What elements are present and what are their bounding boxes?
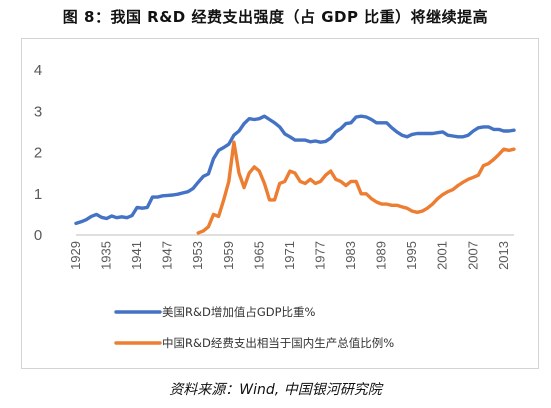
x-tick-label: 1965 [251,241,266,270]
x-tick-label: 2007 [465,241,480,270]
x-tick-label: 1971 [282,241,297,270]
x-tick-label: 1995 [404,241,419,270]
y-tick-label: 4 [34,62,42,79]
x-tick-label: 1953 [190,241,205,270]
y-tick-label: 0 [34,227,42,244]
series-line-us [74,114,516,226]
series-line-china [196,140,516,235]
x-tick-label: 1983 [343,241,358,270]
x-axis-ticks: 1929 1935 1941 1947 1953 1959 1965 1971 1977 1983… [68,241,511,270]
x-tick-label: 1989 [374,241,389,270]
chart-title: 图 8：我国 R&D 经费支出强度（占 GDP 比重）将继续提高 [62,8,489,26]
legend: 美国R&D增加值占GDP比重% 中国R&D经费支出相当于国内生产总值比例% [114,305,394,350]
x-tick-label: 1929 [68,241,83,270]
source-note: 资料来源：Wind, 中国银河研究院 [169,382,382,398]
legend-label: 中国R&D经费支出相当于国内生产总值比例% [162,336,394,350]
x-tick-label: 1959 [221,241,236,270]
x-tick-label: 1947 [160,241,175,270]
x-tick-label: 2013 [496,241,511,270]
y-tick-label: 1 [34,186,42,203]
series-layer [74,114,516,235]
y-tick-label: 3 [34,103,42,120]
legend-label: 美国R&D增加值占GDP比重% [162,305,316,319]
x-tick-label: 1941 [129,241,144,270]
y-axis-ticks: 0 1 2 3 4 [34,62,42,244]
x-tick-label: 1977 [312,241,327,270]
x-tick-label: 2001 [435,241,450,270]
y-tick-label: 2 [34,145,42,162]
x-tick-label: 1935 [99,241,114,270]
